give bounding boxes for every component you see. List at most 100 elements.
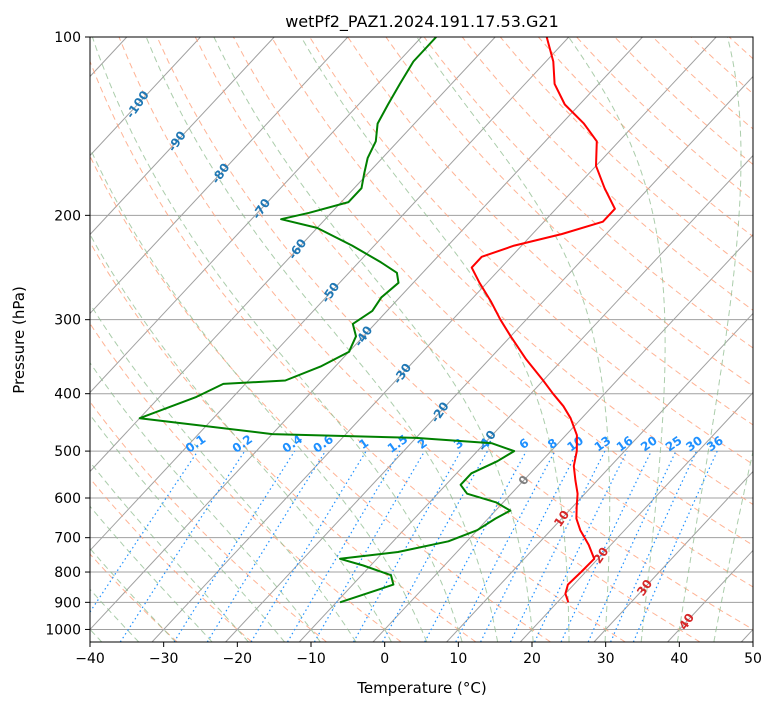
y-tick-label: 700 xyxy=(54,531,81,547)
mixing-ratio-line xyxy=(119,450,246,642)
isotherm-line xyxy=(90,37,349,315)
x-tick-label: 20 xyxy=(523,651,541,667)
y-tick-label: 100 xyxy=(54,30,81,46)
moist-adiabat-line xyxy=(90,413,285,642)
x-tick-label: −10 xyxy=(296,651,326,667)
mixing-ratio-label: 3 xyxy=(451,436,466,452)
moist-adiabat-line xyxy=(90,361,321,642)
dry-adiabat-line xyxy=(194,37,753,588)
x-axis-title: Temperature (°C) xyxy=(356,679,486,697)
mixing-ratio-line xyxy=(534,450,628,642)
x-tick-label: −40 xyxy=(75,651,105,667)
moist-adiabat-line xyxy=(90,233,392,642)
mixing-ratio-label: 6 xyxy=(517,436,532,452)
x-tick-label: 30 xyxy=(597,651,615,667)
temperature-profile-line xyxy=(470,37,616,603)
dry-adiabat-line xyxy=(271,37,753,505)
moist-adiabat-line xyxy=(713,448,753,642)
dry-adiabat-line xyxy=(118,37,701,642)
y-tick-label: 300 xyxy=(54,313,81,329)
x-axis: −40 −30 −20 −10 0 10 20 30 40 50 xyxy=(75,642,762,667)
mixing-ratio-line xyxy=(509,450,606,642)
isotherm-line xyxy=(90,37,422,394)
moist-adiabat-line xyxy=(90,461,249,642)
x-tick-label: 10 xyxy=(449,651,467,667)
x-tick-label: −20 xyxy=(223,651,253,667)
isotherm-line xyxy=(225,75,753,642)
dry-adiabat-line xyxy=(90,322,402,642)
dry-adiabat-line xyxy=(90,241,477,642)
mixing-ratio-label: 0.1 xyxy=(183,432,208,456)
y-axis: 100 200 300 400 500 600 700 800 900 1000 xyxy=(45,30,90,638)
isotherm-line xyxy=(90,37,570,552)
dry-adiabat-line xyxy=(90,155,551,642)
mixing-ratio-line xyxy=(250,450,367,642)
isotherm-line xyxy=(90,37,643,631)
dry-adiabat-line xyxy=(652,37,753,130)
mixing-ratio-line xyxy=(313,450,426,642)
moist-adiabat-line xyxy=(90,147,428,642)
series-group xyxy=(138,37,616,604)
moist-adiabat-line xyxy=(213,37,534,642)
x-tick-label: 50 xyxy=(744,651,762,667)
x-tick-label: −30 xyxy=(149,651,179,667)
moist-adiabat-line xyxy=(676,37,742,642)
mixing-ratio-line xyxy=(632,450,718,642)
mixing-ratio-label: 1.5 xyxy=(385,432,410,456)
dry-adiabat-line xyxy=(499,37,753,274)
dry-adiabat-line xyxy=(423,37,753,349)
isotherm-line xyxy=(151,37,717,642)
moist-adiabat-line xyxy=(91,37,463,642)
moist-adiabat-line xyxy=(90,505,213,642)
moist-adiabat-line xyxy=(90,303,357,642)
isotherm-line xyxy=(593,470,753,642)
moist-adiabat-line xyxy=(300,37,570,642)
isotherm-line xyxy=(90,37,275,236)
y-tick-label: 200 xyxy=(54,208,81,224)
y-tick-label: 500 xyxy=(54,444,81,460)
dry-adiabat-line xyxy=(90,60,626,642)
dry-adiabat-line xyxy=(90,401,327,642)
isotherm-line xyxy=(740,628,753,642)
mixing-ratio-line xyxy=(587,450,677,642)
mixing-ratio-line xyxy=(424,450,527,642)
isotherm-line xyxy=(372,233,753,642)
mixing-ratio-line xyxy=(381,450,489,642)
dry-adiabat-line xyxy=(767,37,775,642)
isotherm-line xyxy=(519,391,753,642)
mixing-ratio-line xyxy=(173,450,296,642)
dry-adiabat-line xyxy=(90,553,178,642)
y-tick-label: 600 xyxy=(54,491,81,507)
y-tick-label: 800 xyxy=(54,565,81,581)
mixing-ratio-line xyxy=(353,450,462,642)
mixing-ratio-label: 0.2 xyxy=(230,432,255,456)
isotherm-line xyxy=(90,37,496,473)
moist-adiabat-line xyxy=(568,37,666,642)
isotherm-line xyxy=(446,312,753,642)
dry-adiabat-line xyxy=(90,477,253,642)
x-tick-label: 40 xyxy=(670,651,688,667)
dry-adiabat-line xyxy=(156,37,753,630)
dry-adiabat-line xyxy=(385,37,753,387)
y-tick-label: 1000 xyxy=(45,622,81,638)
isotherm-label: 0 xyxy=(516,473,532,488)
chart-title: wetPf2_PAZ1.2024.191.17.53.G21 xyxy=(285,12,559,32)
dry-adiabat-line xyxy=(690,37,753,95)
dry-adiabat-line xyxy=(538,37,753,238)
background-lines xyxy=(90,37,775,642)
dry-adiabat-line xyxy=(347,37,753,426)
moist-adiabat-line xyxy=(145,37,499,642)
y-tick-label: 400 xyxy=(54,387,81,403)
mixing-ratio-line xyxy=(560,450,652,642)
dry-adiabat-line xyxy=(232,37,753,546)
mixing-ratio-line xyxy=(206,450,327,642)
mixing-ratio-line xyxy=(286,450,401,642)
y-axis-title: Pressure (hPa) xyxy=(10,286,28,394)
isotherm-line xyxy=(298,154,753,642)
dry-adiabat-line xyxy=(461,37,753,311)
isotherm-line xyxy=(667,549,753,642)
dewpoint-profile-line xyxy=(138,37,516,604)
